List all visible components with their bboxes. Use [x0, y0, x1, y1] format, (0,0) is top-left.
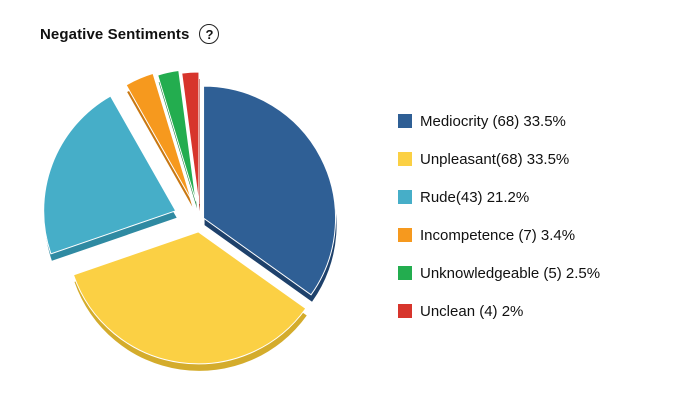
pie-chart — [43, 69, 337, 371]
legend-item-incompetence: Incompetence (7) 3.4% — [398, 224, 688, 246]
pie-slice-unknowledgeable[interactable] — [157, 69, 197, 202]
legend-swatch — [398, 190, 412, 204]
legend-label: Unknowledgeable (5) 2.5% — [420, 264, 601, 282]
help-circle-icon[interactable]: ? — [199, 24, 220, 44]
legend-label: Incompetence (7) 3.4% — [420, 226, 576, 244]
legend-swatch — [398, 304, 412, 318]
legend-swatch — [398, 114, 412, 128]
pie-slice-incompetence[interactable] — [125, 72, 192, 201]
legend-label: Unpleasant(68) 33.5% — [420, 150, 570, 168]
legend-item-mediocrity: Mediocrity (68) 33.5% — [398, 110, 688, 132]
legend-swatch — [398, 152, 412, 166]
legend-item-rude: Rude(43) 21.2% — [398, 186, 688, 208]
legend-item-unpleasant: Unpleasant(68) 33.5% — [398, 148, 688, 170]
legend-item-unknowledgeable: Unknowledgeable (5) 2.5% — [398, 262, 688, 284]
legend-item-unclean: Unclean (4) 2% — [398, 300, 688, 322]
legend-swatch — [398, 266, 412, 280]
chart-header: Negative Sentiments ? — [40, 24, 220, 44]
legend-label: Unclean (4) 2% — [420, 302, 524, 320]
pie-slice-unpleasant[interactable] — [72, 231, 307, 365]
pie-slice-unclean[interactable] — [181, 71, 200, 205]
pie-slice-rude[interactable] — [43, 95, 177, 255]
legend-label: Rude(43) 21.2% — [420, 188, 530, 206]
chart-legend: Mediocrity (68) 33.5% Unpleasant(68) 33.… — [398, 110, 688, 338]
legend-label: Mediocrity (68) 33.5% — [420, 112, 566, 130]
chart-title: Negative Sentiments — [40, 25, 190, 43]
pie-slice-mediocrity[interactable] — [203, 85, 337, 296]
legend-swatch — [398, 228, 412, 242]
